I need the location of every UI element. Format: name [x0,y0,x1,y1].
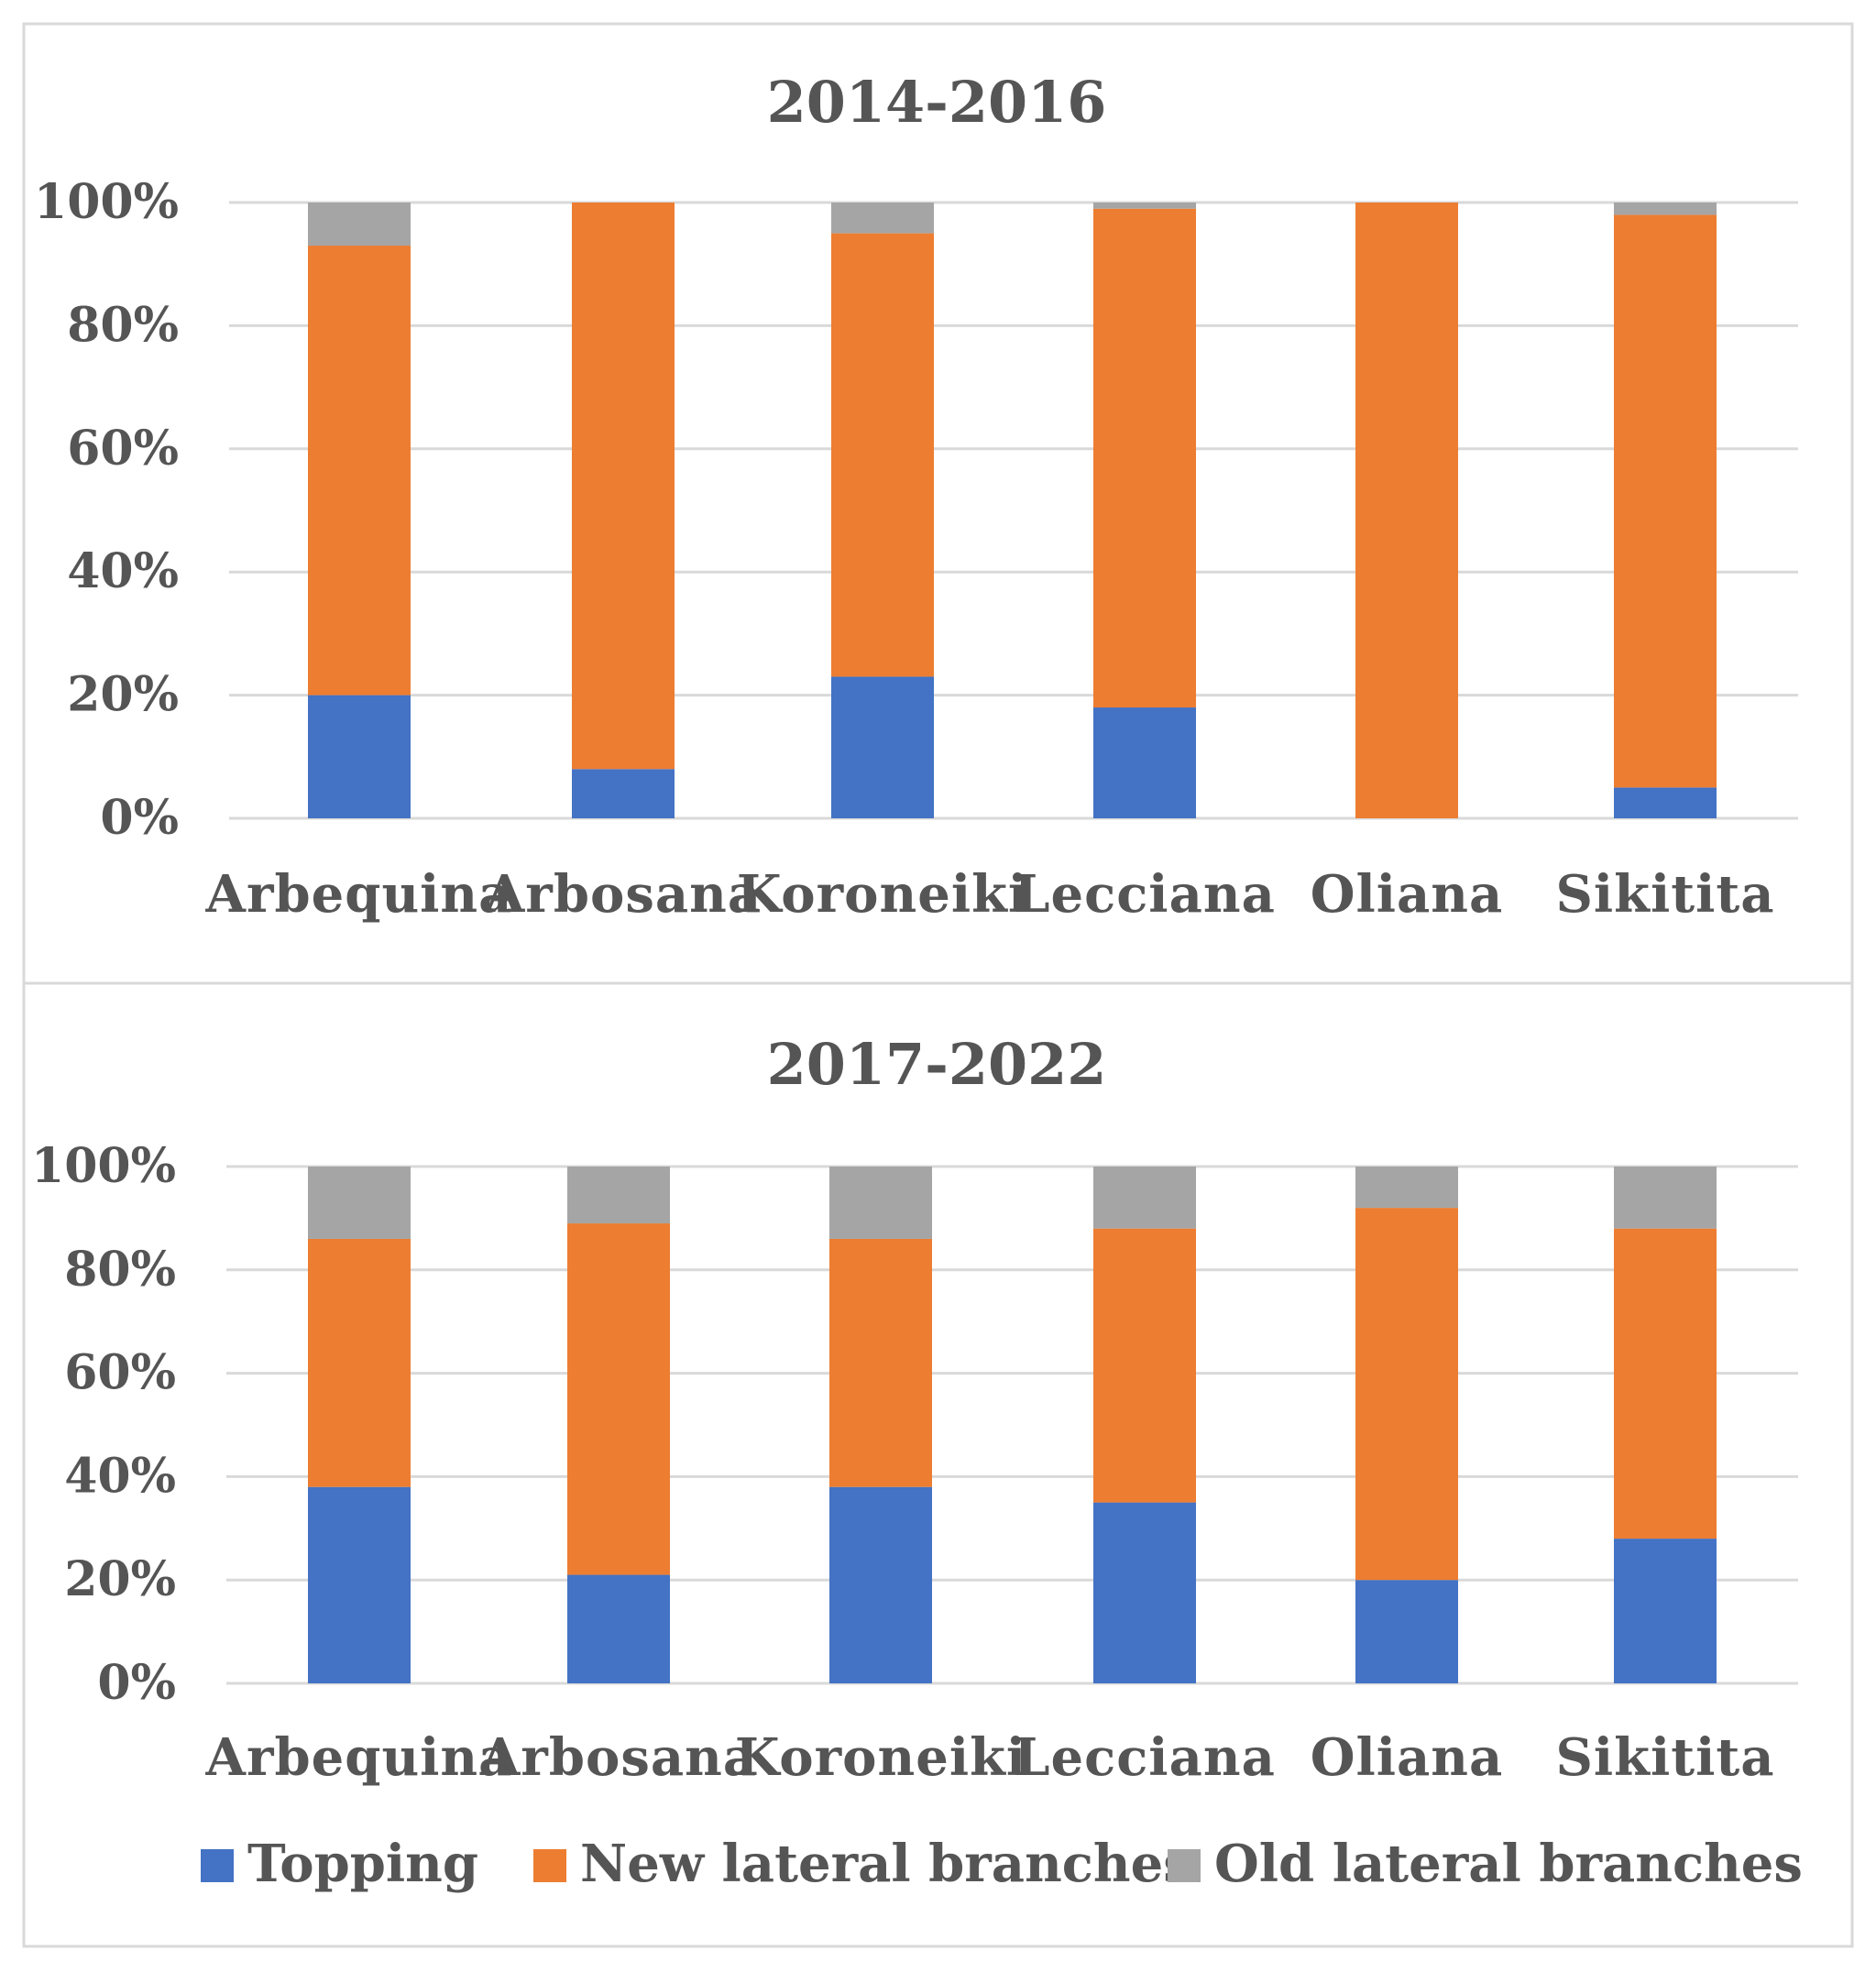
legend-swatch-new-lateral [533,1849,566,1882]
x-tick-label-koroneiki: Koroneiki [735,1727,1026,1788]
chart-title: 2014-2016 [767,69,1107,136]
bar-arbequina-new-lateral-branches [308,246,411,696]
bar-lecciana-topping [1093,1502,1196,1683]
bar-sikitita-old-lateral-branches [1614,203,1717,215]
x-tick-label-oliana: Oliana [1311,864,1504,925]
bar-sikitita-old-lateral-branches [1614,1167,1717,1229]
bar-koroneiki-old-lateral-branches [831,203,934,234]
bar-lecciana-old-lateral-branches [1093,1167,1196,1229]
legend-swatch-old-lateral [1168,1849,1201,1882]
x-tick-label-sikitita: Sikitita [1555,864,1774,925]
bar-oliana-new-lateral-branches [1355,203,1458,818]
y-tick-label: 100% [31,1138,176,1194]
bar-arbosana-topping [572,769,675,818]
x-tick-label-arbequina: Arbequina [205,864,513,925]
bar-arbosana-new-lateral-branches [567,1223,670,1575]
x-tick-label-lecciana: Lecciana [1014,1727,1276,1788]
y-tick-label: 20% [67,667,179,723]
legend-label-new-lateral: New lateral branches [580,1834,1192,1894]
x-tick-label-arbosana: Arbosana [484,864,762,925]
y-tick-label: 100% [34,174,179,230]
x-tick-label-arbosana: Arbosana [479,1727,757,1788]
chart-legend: Topping New lateral branches Old lateral… [201,1834,1803,1894]
bar-oliana-topping [1355,1580,1458,1683]
bar-arbosana-old-lateral-branches [567,1167,670,1224]
legend-label-topping: Topping [247,1834,478,1894]
x-tick-label-oliana: Oliana [1311,1727,1504,1788]
bar-koroneiki-old-lateral-branches [829,1167,932,1239]
bar-sikitita-new-lateral-branches [1614,214,1717,788]
bar-arbequina-new-lateral-branches [308,1238,411,1487]
y-tick-label: 40% [64,1448,176,1504]
bar-lecciana-new-lateral-branches [1093,1228,1196,1503]
bar-arbequina-topping [308,1486,411,1683]
bar-arbequina-old-lateral-branches [308,203,411,246]
bar-koroneiki-topping [829,1486,932,1683]
x-tick-label-arbequina: Arbequina [205,1727,513,1788]
y-tick-label: 40% [67,543,179,599]
x-tick-label-sikitita: Sikitita [1555,1727,1774,1788]
figure-frame [22,22,1854,1948]
bar-sikitita-topping [1614,787,1717,818]
bar-koroneiki-new-lateral-branches [831,233,934,677]
bar-koroneiki-topping [831,676,934,818]
bar-arbequina-old-lateral-branches [308,1167,411,1239]
legend-label-old-lateral: Old lateral branches [1214,1834,1803,1894]
bar-sikitita-new-lateral-branches [1614,1228,1717,1539]
bar-arbequina-topping [308,695,411,818]
bar-koroneiki-new-lateral-branches [829,1238,932,1487]
bar-arbosana-topping [567,1574,670,1683]
bar-lecciana-topping [1093,707,1196,818]
y-tick-label: 0% [97,1655,176,1711]
legend-swatch-topping [201,1849,234,1882]
bar-oliana-new-lateral-branches [1355,1208,1458,1581]
y-tick-label: 0% [100,790,179,846]
bar-arbosana-new-lateral-branches [572,203,675,770]
chart-title: 2017-2022 [767,1031,1107,1098]
y-tick-label: 80% [64,1242,176,1298]
bar-oliana-old-lateral-branches [1355,1167,1458,1209]
bar-sikitita-topping [1614,1539,1717,1683]
y-tick-label: 60% [64,1345,176,1401]
x-tick-label-lecciana: Lecciana [1014,864,1276,925]
y-tick-label: 80% [67,297,179,353]
y-tick-label: 20% [64,1551,176,1607]
chart-panel-2014-2016: 2014-2016 0% 20% 40% 60% 80% 100% ArbequinaAr… [34,69,1798,925]
x-tick-label-koroneiki: Koroneiki [737,864,1028,925]
y-tick-label: 60% [67,421,179,477]
chart-panel-2017-2022: 2017-2022 0% 20% 40% 60% 80% 100% ArbequinaAr… [31,1031,1798,1788]
bar-lecciana-new-lateral-branches [1093,208,1196,708]
bar-lecciana-old-lateral-branches [1093,203,1196,209]
